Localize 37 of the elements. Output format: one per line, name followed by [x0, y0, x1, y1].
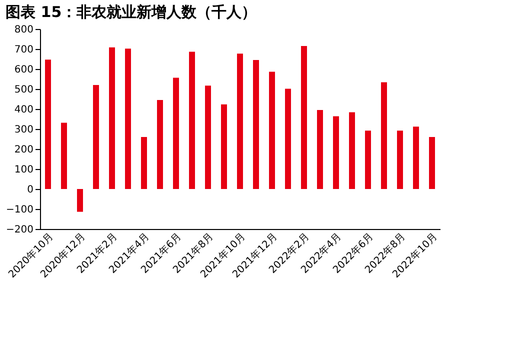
y-tick-label: −100 — [6, 204, 34, 216]
bar — [45, 60, 51, 189]
bar — [365, 130, 371, 189]
y-tick-label: 0 — [27, 184, 34, 196]
y-tick-label: 400 — [14, 104, 34, 116]
bar — [221, 104, 227, 189]
bar — [413, 126, 419, 189]
bar — [189, 52, 195, 189]
y-tick-label: −200 — [6, 224, 34, 236]
bar — [237, 54, 243, 189]
y-tick-label: 500 — [14, 84, 34, 96]
bar — [269, 72, 275, 189]
bar — [333, 116, 339, 189]
bar — [93, 85, 99, 189]
bar — [397, 130, 403, 189]
bar — [109, 47, 115, 189]
bar — [173, 78, 179, 189]
bar — [381, 82, 387, 189]
bar — [429, 137, 435, 189]
y-tick-label: 200 — [14, 144, 34, 156]
bar — [61, 122, 67, 189]
bar — [253, 60, 259, 189]
bar — [317, 110, 323, 189]
bar — [205, 86, 211, 189]
bar — [285, 88, 291, 189]
y-tick-label: 800 — [14, 24, 34, 36]
bar — [349, 112, 355, 189]
bar — [77, 189, 83, 212]
y-tick-label: 300 — [14, 124, 34, 136]
y-tick-label: 100 — [14, 164, 34, 176]
y-tick-label: 700 — [14, 44, 34, 56]
bar — [301, 46, 307, 189]
bar — [125, 48, 131, 189]
chart-title: 图表 15：非农就业新增人数（千人） — [6, 3, 257, 21]
bar — [141, 137, 147, 189]
bar — [157, 100, 163, 189]
y-tick-label: 600 — [14, 64, 34, 76]
